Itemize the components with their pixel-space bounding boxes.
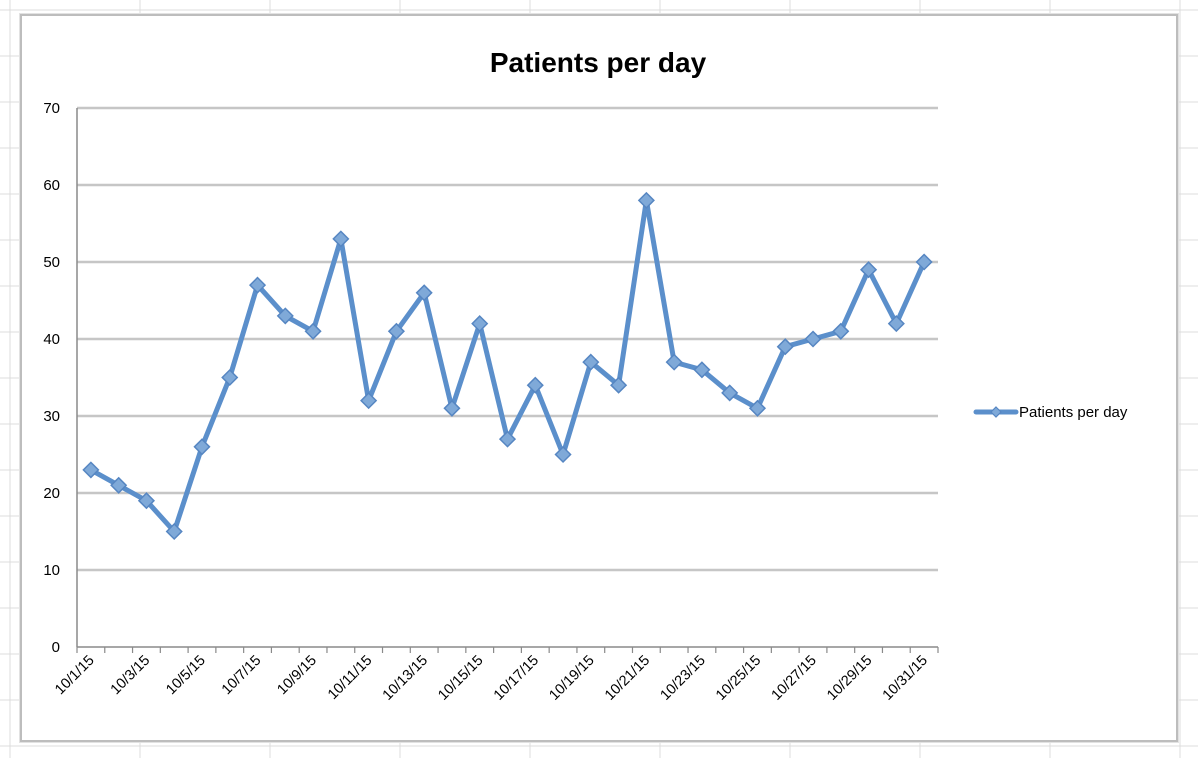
y-tick-label: 10 [43, 562, 60, 579]
data-point-marker [221, 368, 239, 387]
legend-diamond-marker [990, 406, 1002, 418]
data-point-marker [415, 284, 433, 302]
x-axis-tick-labels: 10/1/15 10/3/15 10/5/15 10/7/15 10/9/15 10/11… [52, 653, 931, 704]
x-tick-label: 10/29/15 [824, 653, 875, 704]
chart-area[interactable] [20, 14, 1178, 742]
data-point-marker [360, 392, 378, 410]
data-point-marker [248, 276, 267, 294]
data-point-marker [915, 253, 933, 271]
data-point-marker [387, 322, 405, 340]
data-point-marker [443, 399, 461, 417]
data-point-marker [832, 322, 850, 340]
x-tick-label: 10/23/15 [658, 653, 709, 704]
data-point-marker [165, 522, 183, 541]
y-tick-label: 70 [43, 100, 60, 117]
x-tick-label: 10/21/15 [602, 653, 653, 704]
data-point-marker [748, 399, 767, 417]
data-point-marker [860, 261, 878, 279]
x-tick-label: 10/27/15 [769, 653, 820, 704]
data-point-marker [82, 461, 100, 479]
x-tick-label: 10/1/15 [52, 653, 98, 699]
data-point-marker [582, 353, 600, 371]
data-point-marker [637, 191, 655, 209]
data-point-marker [276, 307, 294, 325]
series-line [88, 197, 927, 534]
data-point-marker [804, 330, 822, 348]
data-point-marker [110, 476, 128, 494]
x-tick-label: 10/15/15 [435, 653, 486, 704]
y-tick-label: 60 [43, 177, 60, 194]
y-tick-label: 0 [52, 639, 60, 656]
data-point-marker [498, 430, 517, 448]
x-tick-label: 10/11/15 [325, 653, 375, 703]
chart-title: Patients per day [490, 47, 707, 78]
y-tick-label: 30 [43, 408, 60, 425]
x-tick-label: 10/31/15 [880, 653, 931, 704]
data-point-marker [193, 438, 211, 456]
data-point-marker [776, 338, 794, 356]
data-point-marker [665, 353, 683, 371]
x-tick-label: 10/5/15 [163, 653, 209, 699]
data-point-marker [332, 230, 350, 248]
y-tick-label: 50 [43, 254, 60, 271]
x-tick-label: 10/3/15 [108, 653, 154, 699]
legend-label: Patients per day [1019, 404, 1128, 421]
gridlines [77, 106, 938, 572]
data-point-marker [693, 361, 711, 379]
series-layer [82, 191, 933, 541]
legend: Patients per day [973, 404, 1128, 421]
x-tick-label: 10/9/15 [274, 653, 320, 699]
y-tick-label: 20 [43, 485, 60, 502]
y-tick-label: 40 [43, 331, 60, 348]
x-tick-label: 10/17/15 [491, 653, 542, 704]
x-tick-label: 10/7/15 [219, 653, 265, 699]
x-tick-label: 10/13/15 [380, 653, 431, 704]
x-tick-label: 10/19/15 [546, 653, 597, 704]
data-point-marker [721, 384, 739, 402]
axes [76, 108, 939, 653]
data-point-marker [526, 376, 544, 394]
data-point-marker [304, 322, 322, 340]
y-axis-tick-labels: 0 10 20 30 40 50 60 70 [43, 100, 60, 656]
data-point-marker [137, 492, 155, 510]
x-tick-label: 10/25/15 [713, 653, 764, 704]
data-point-marker [610, 376, 628, 394]
data-point-marker [554, 445, 572, 464]
data-point-marker [471, 315, 489, 333]
data-point-marker [887, 315, 905, 333]
